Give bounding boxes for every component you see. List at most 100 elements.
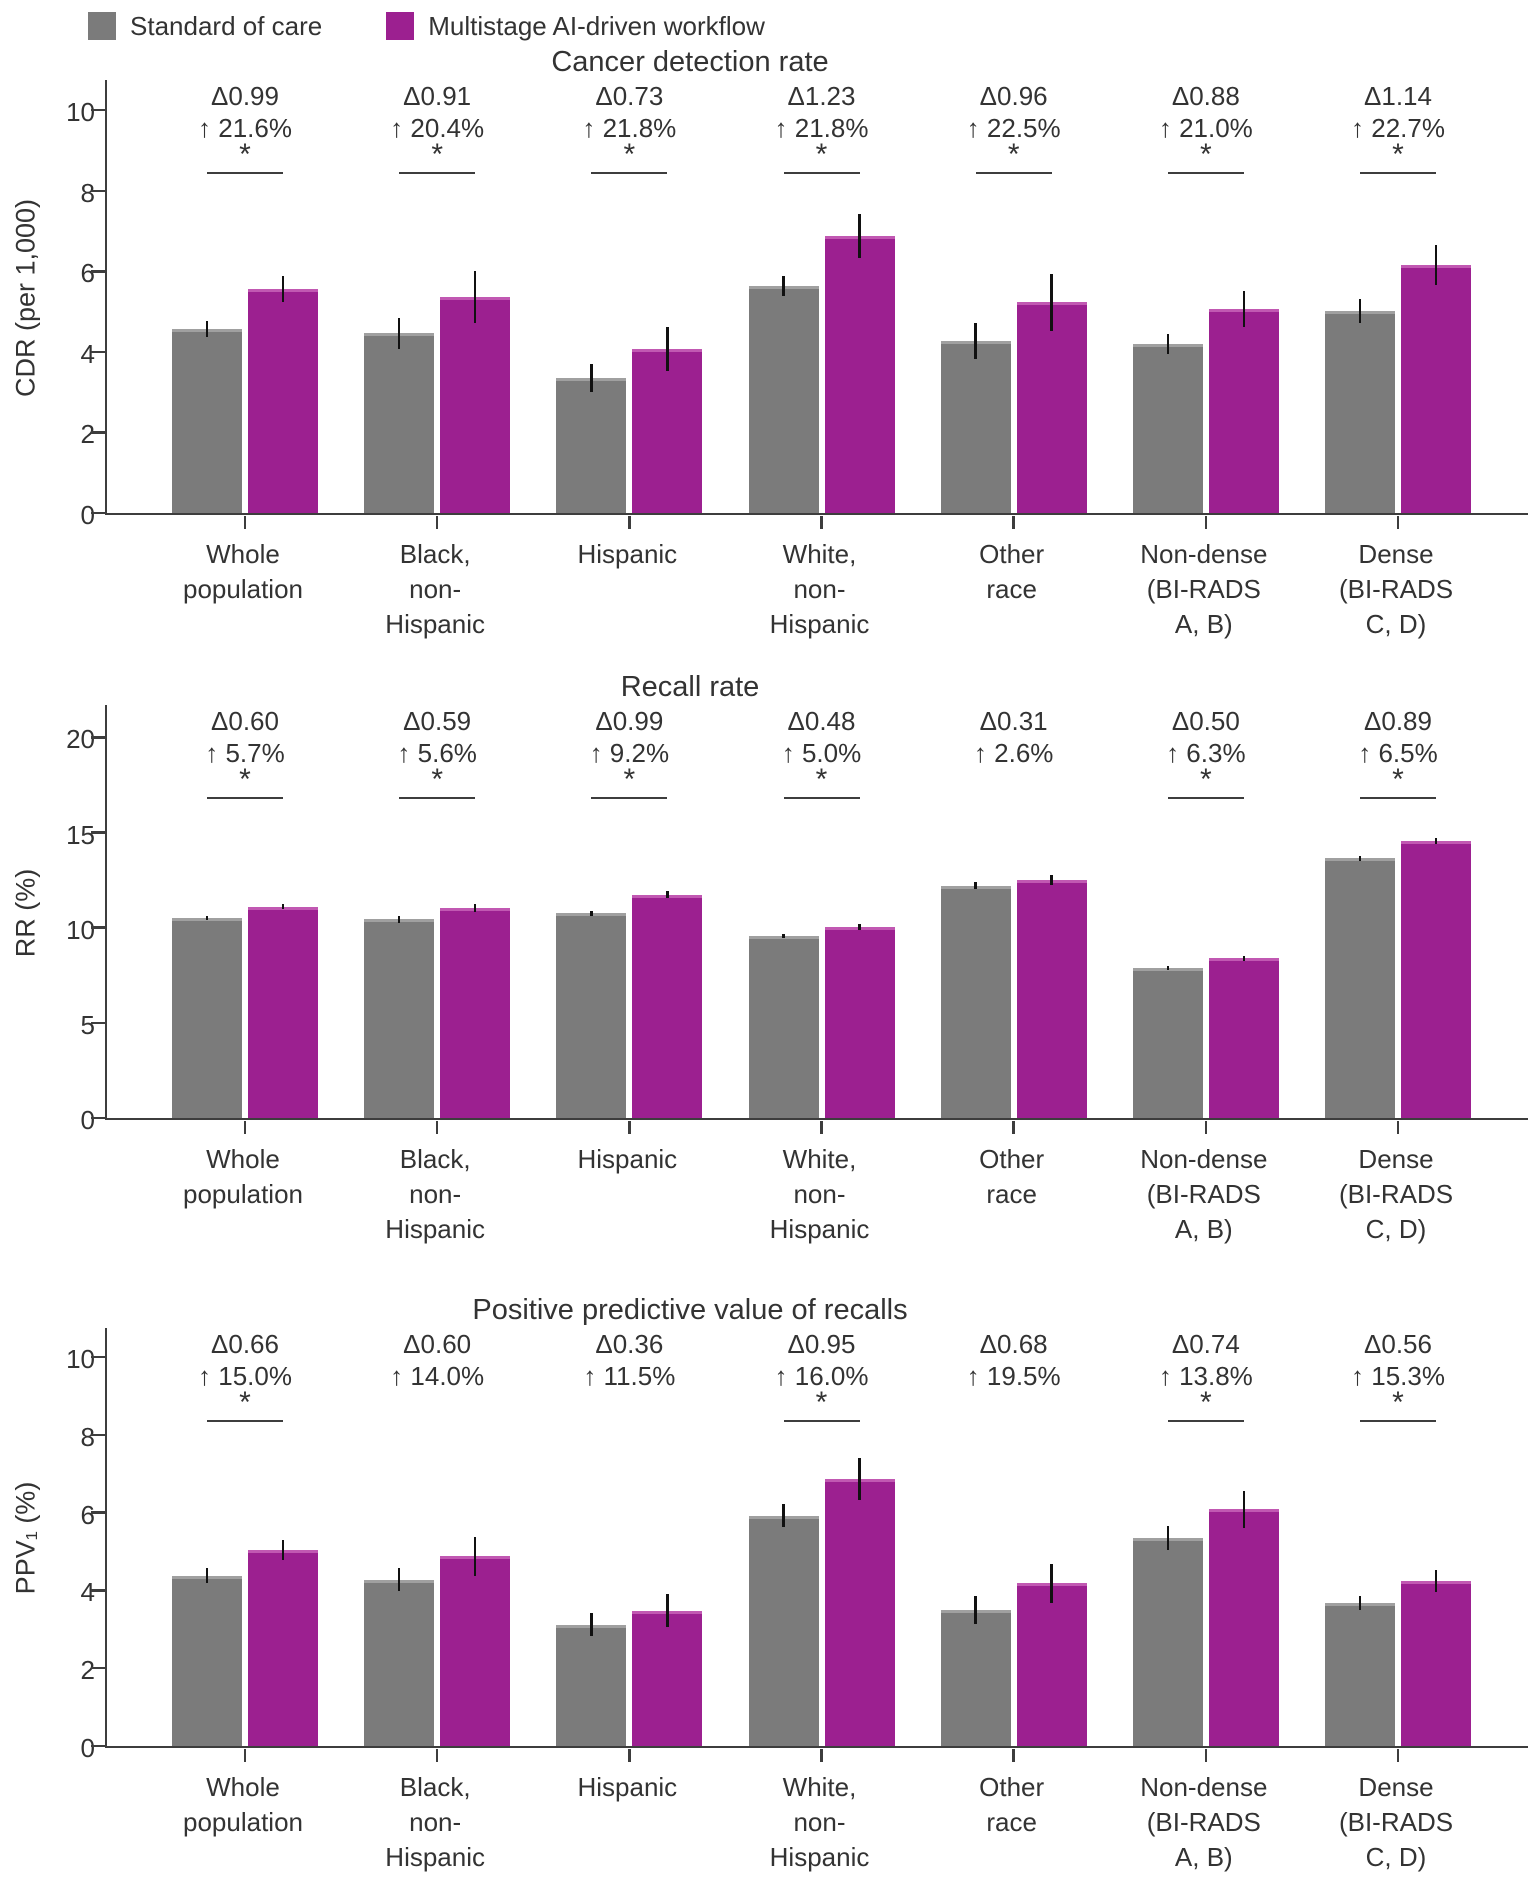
bar-ai-3 bbox=[824, 927, 895, 1118]
y-tick-label-10: 10 bbox=[66, 97, 95, 128]
y-tick-mark-4 bbox=[91, 350, 105, 354]
annotation-delta-0: Δ0.60 bbox=[211, 706, 279, 736]
bar-standard-2 bbox=[556, 1624, 627, 1746]
x-tick-mark-3 bbox=[820, 1121, 823, 1134]
y-tick-label-0: 0 bbox=[80, 500, 95, 530]
annotation-2: Δ0.36 ↑ 11.5% bbox=[519, 1328, 739, 1392]
annotation-significance-star-6: * bbox=[1392, 763, 1404, 796]
annotation-3: Δ1.23 ↑ 21.8% * bbox=[712, 80, 932, 174]
bar-ai-0 bbox=[248, 289, 318, 513]
annotation-percent-4: ↑ 2.6% bbox=[973, 738, 1054, 768]
error-bar-standard-2 bbox=[590, 363, 593, 393]
x-tick-mark-5 bbox=[1204, 1121, 1208, 1134]
annotation-delta-4: Δ0.68 bbox=[979, 1329, 1048, 1359]
annotation-0: Δ0.99 ↑ 21.6% * bbox=[135, 80, 355, 174]
error-bar-ai-0 bbox=[281, 1539, 285, 1561]
error-bar-standard-6 bbox=[1358, 855, 1362, 861]
y-tick-label-5: 5 bbox=[80, 1009, 95, 1040]
y-tick-mark-6 bbox=[91, 270, 105, 273]
error-bar-ai-4 bbox=[1050, 1564, 1053, 1603]
error-bar-ai-5 bbox=[1242, 955, 1246, 961]
annotation-percent-3: ↑ 16.0% bbox=[774, 1361, 869, 1391]
error-bar-ai-6 bbox=[1434, 1570, 1438, 1593]
annotation-significance-line-3 bbox=[783, 172, 860, 174]
bar-standard-1 bbox=[364, 919, 435, 1118]
annotation-significance-star-0: * bbox=[239, 763, 251, 796]
annotation-percent-2: ↑ 11.5% bbox=[583, 1361, 676, 1391]
annotation-3: Δ0.95 ↑ 16.0% * bbox=[712, 1328, 932, 1422]
cdr-chart-title: Cancer detection rate bbox=[551, 46, 829, 78]
error-bar-standard-5 bbox=[1166, 1526, 1170, 1550]
y-tick-label-4: 4 bbox=[80, 338, 95, 369]
annotation-delta-4: Δ0.31 bbox=[979, 706, 1048, 736]
annotation-4: Δ0.68 ↑ 19.5% bbox=[904, 1328, 1124, 1392]
error-bar-standard-4 bbox=[974, 322, 977, 360]
annotation-significance-star-5: * bbox=[1199, 1386, 1212, 1419]
x-axis-label-5: Non-dense (BI-RADS A, B) bbox=[1140, 1144, 1268, 1244]
annotation-percent-2: ↑ 9.2% bbox=[589, 738, 670, 768]
annotation-2: Δ0.99 ↑ 9.2% * bbox=[519, 705, 739, 799]
annotation-significance-line-5 bbox=[1167, 172, 1244, 174]
bar-ai-4 bbox=[1016, 1583, 1087, 1746]
y-tick-mark-5 bbox=[91, 1021, 105, 1025]
annotation-percent-0: ↑ 21.6% bbox=[198, 113, 292, 143]
x-axis-label-4: Other race bbox=[979, 1772, 1045, 1837]
x-tick-mark-2 bbox=[628, 1749, 631, 1762]
annotation-4: Δ0.31 ↑ 2.6% bbox=[904, 705, 1124, 769]
bar-ai-1 bbox=[440, 296, 511, 513]
bar-ai-1 bbox=[440, 907, 511, 1118]
x-axis-label-3: White, non- Hispanic bbox=[769, 539, 870, 639]
x-tick-mark-4 bbox=[1012, 1749, 1015, 1762]
annotation-significance-star-0: * bbox=[239, 138, 251, 171]
annotation-3: Δ0.48 ↑ 5.0% * bbox=[712, 705, 932, 799]
x-axis-label-6: Dense (BI-RADS C, D) bbox=[1338, 539, 1454, 639]
annotation-significance-line-5 bbox=[1167, 797, 1244, 799]
cdr-chart: Cancer detection rate CDR (per 1,000) 0 2… bbox=[0, 44, 1528, 639]
x-axis-label-4: Other race bbox=[979, 1144, 1045, 1209]
annotation-4: Δ0.96 ↑ 22.5% * bbox=[904, 80, 1124, 174]
annotation-significance-star-3: * bbox=[815, 763, 828, 796]
x-axis-label-1: Black, non- Hispanic bbox=[385, 1144, 486, 1244]
error-bar-ai-0 bbox=[281, 904, 285, 910]
x-axis-label-2: Hispanic bbox=[577, 1772, 678, 1802]
bar-ai-5 bbox=[1208, 958, 1279, 1118]
annotation-percent-2: ↑ 21.8% bbox=[582, 113, 677, 143]
annotation-percent-1: ↑ 20.4% bbox=[390, 113, 485, 143]
annotation-0: Δ0.60 ↑ 5.7% * bbox=[135, 705, 355, 799]
bar-standard-6 bbox=[1325, 310, 1395, 513]
error-bar-standard-3 bbox=[782, 934, 785, 939]
annotation-percent-5: ↑ 21.0% bbox=[1158, 113, 1253, 143]
error-bar-ai-4 bbox=[1050, 875, 1053, 885]
cdr-chart-body: CDR (per 1,000) 0 2 4 6 8 10 Δ0.99 ↑ 21.6% * Δ0.… bbox=[0, 80, 1528, 530]
error-bar-ai-1 bbox=[473, 1536, 477, 1576]
annotation-significance-star-2: * bbox=[623, 763, 636, 796]
annotation-percent-6: ↑ 6.5% bbox=[1358, 738, 1438, 768]
recall-rate-chart-title: Recall rate bbox=[620, 671, 760, 703]
annotation-significance-star-0: * bbox=[239, 1386, 251, 1419]
error-bar-ai-2 bbox=[666, 326, 669, 371]
y-tick-mark-8 bbox=[91, 189, 105, 193]
error-bar-ai-6 bbox=[1434, 838, 1438, 845]
y-tick-mark-6 bbox=[91, 1511, 105, 1514]
error-bar-ai-4 bbox=[1050, 274, 1053, 331]
x-tick-mark-0 bbox=[243, 1121, 247, 1134]
error-bar-ai-5 bbox=[1242, 1490, 1246, 1528]
bar-standard-0 bbox=[172, 328, 242, 513]
x-tick-mark-2 bbox=[628, 1121, 631, 1134]
x-axis-label-1: Black, non- Hispanic bbox=[385, 539, 486, 639]
y-tick-mark-8 bbox=[91, 1433, 105, 1437]
error-bar-ai-2 bbox=[666, 1594, 669, 1628]
bar-standard-3 bbox=[748, 285, 819, 513]
error-bar-standard-6 bbox=[1358, 1595, 1362, 1610]
y-tick-label-6: 6 bbox=[80, 258, 95, 289]
bar-standard-2 bbox=[556, 378, 627, 513]
x-tick-mark-0 bbox=[243, 1749, 247, 1762]
annotation-significance-star-2: * bbox=[623, 138, 636, 171]
annotation-delta-2: Δ0.99 bbox=[595, 706, 664, 736]
cdr-y-axis-label: CDR (per 1,000) bbox=[10, 198, 41, 397]
annotation-0: Δ0.66 ↑ 15.0% * bbox=[135, 1328, 355, 1422]
error-bar-ai-1 bbox=[473, 270, 477, 323]
annotation-5: Δ0.50 ↑ 6.3% * bbox=[1096, 705, 1316, 799]
error-bar-standard-4 bbox=[974, 1596, 977, 1624]
bar-standard-6 bbox=[1325, 858, 1395, 1118]
